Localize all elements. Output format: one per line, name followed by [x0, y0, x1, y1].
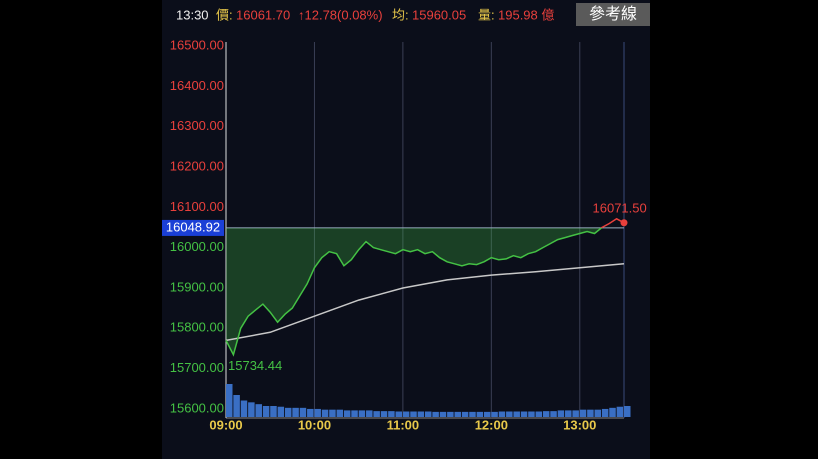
volume-bar: [262, 406, 270, 417]
volume-bar: [336, 409, 344, 417]
y-tick-label: 15700.00: [170, 360, 224, 375]
volume-bar: [395, 411, 403, 417]
volume-bar: [587, 409, 594, 417]
reference-button[interactable]: 參考線: [589, 5, 637, 23]
volume-bar: [601, 408, 609, 417]
volume-bar: [550, 411, 557, 417]
y-tick-label: 16200.00: [170, 158, 224, 173]
volume-bar: [594, 409, 602, 417]
volume-bar: [351, 410, 358, 417]
volume-bar: [447, 411, 454, 417]
volume-bar: [476, 411, 484, 417]
volume-bar: [425, 411, 432, 417]
volume-bar: [277, 406, 285, 417]
price-label: 價:: [216, 7, 233, 22]
annotation: 16071.50: [593, 200, 647, 215]
volume-bar: [557, 410, 565, 417]
x-tick-label: 09:00: [209, 417, 242, 432]
last-price-dot: [620, 219, 628, 227]
volume-label: 量:: [478, 7, 495, 22]
price-line-down: [225, 227, 603, 357]
volume-bar: [461, 411, 469, 417]
volume-bar: [565, 410, 572, 417]
volume-bar: [432, 411, 439, 417]
volume-bar: [513, 411, 520, 417]
volume-bar: [240, 400, 248, 417]
volume-bar: [358, 410, 366, 417]
volume-bar: [439, 411, 447, 417]
volume-bar: [498, 411, 506, 417]
volume-bar: [270, 406, 277, 417]
volume-bar: [491, 411, 498, 417]
volume-bar: [535, 411, 543, 417]
volume-bar: [388, 411, 395, 417]
volume-bar: [402, 411, 410, 417]
avg: 15960.05: [412, 7, 466, 22]
price: 16061.70: [236, 7, 290, 22]
volume-bar: [366, 410, 373, 417]
volume-bar: [528, 411, 535, 417]
volume-bar: [609, 407, 616, 417]
y-tick-label: 16000.00: [170, 239, 224, 254]
volume-bar: [579, 409, 587, 417]
volume-bar: [373, 411, 380, 417]
volume-bar: [506, 411, 513, 417]
volume-bar: [343, 410, 351, 417]
avg-label: 均:: [392, 7, 409, 22]
average-line: [225, 263, 625, 342]
volume: 195.98 億: [498, 7, 554, 22]
volume-bar: [520, 411, 528, 417]
annotation: 15734.44: [228, 358, 282, 373]
volume-bar: [483, 411, 491, 417]
panel: [162, 0, 650, 459]
y-tick-label: 16100.00: [170, 199, 224, 214]
y-tick-label: 15900.00: [170, 279, 224, 294]
volume-bar: [321, 409, 329, 417]
volume-bar: [454, 411, 461, 417]
volume-bar: [314, 408, 321, 417]
x-tick-label: 13:00: [563, 417, 596, 432]
volume-bar: [410, 411, 417, 417]
volume-bar: [307, 408, 314, 417]
y-tick-label: 15800.00: [170, 320, 224, 335]
volume-bar: [284, 407, 292, 417]
volume-bar: [248, 402, 255, 417]
reference-box: [162, 219, 224, 236]
volume-bar: [616, 406, 624, 417]
volume-bar: [469, 411, 476, 417]
volume-bar: [233, 395, 240, 417]
change: ↑12.78(0.08%): [298, 7, 383, 22]
volume-bar: [292, 407, 299, 417]
volume-bar: [417, 411, 425, 417]
volume-bar: [380, 411, 388, 417]
time: 13:30: [176, 7, 209, 22]
volume-bar: [572, 410, 579, 417]
y-tick-label: 16400.00: [170, 78, 224, 93]
volume-bar: [329, 409, 336, 417]
volume-bar: [226, 384, 233, 417]
y-tick-label: 16300.00: [170, 118, 224, 133]
x-tick-label: 11:00: [387, 417, 420, 432]
y-tick-label: 15600.00: [170, 400, 224, 415]
x-tick-label: 10:00: [298, 417, 331, 432]
volume-bar: [542, 411, 550, 417]
volume-bar: [299, 407, 307, 417]
volume-bar: [624, 406, 631, 417]
volume-bar: [255, 404, 262, 417]
button-bg[interactable]: [576, 3, 650, 26]
reference-label: 16048.92: [166, 219, 220, 234]
y-tick-label: 16500.00: [170, 37, 224, 52]
x-tick-label: 12:00: [475, 417, 508, 432]
